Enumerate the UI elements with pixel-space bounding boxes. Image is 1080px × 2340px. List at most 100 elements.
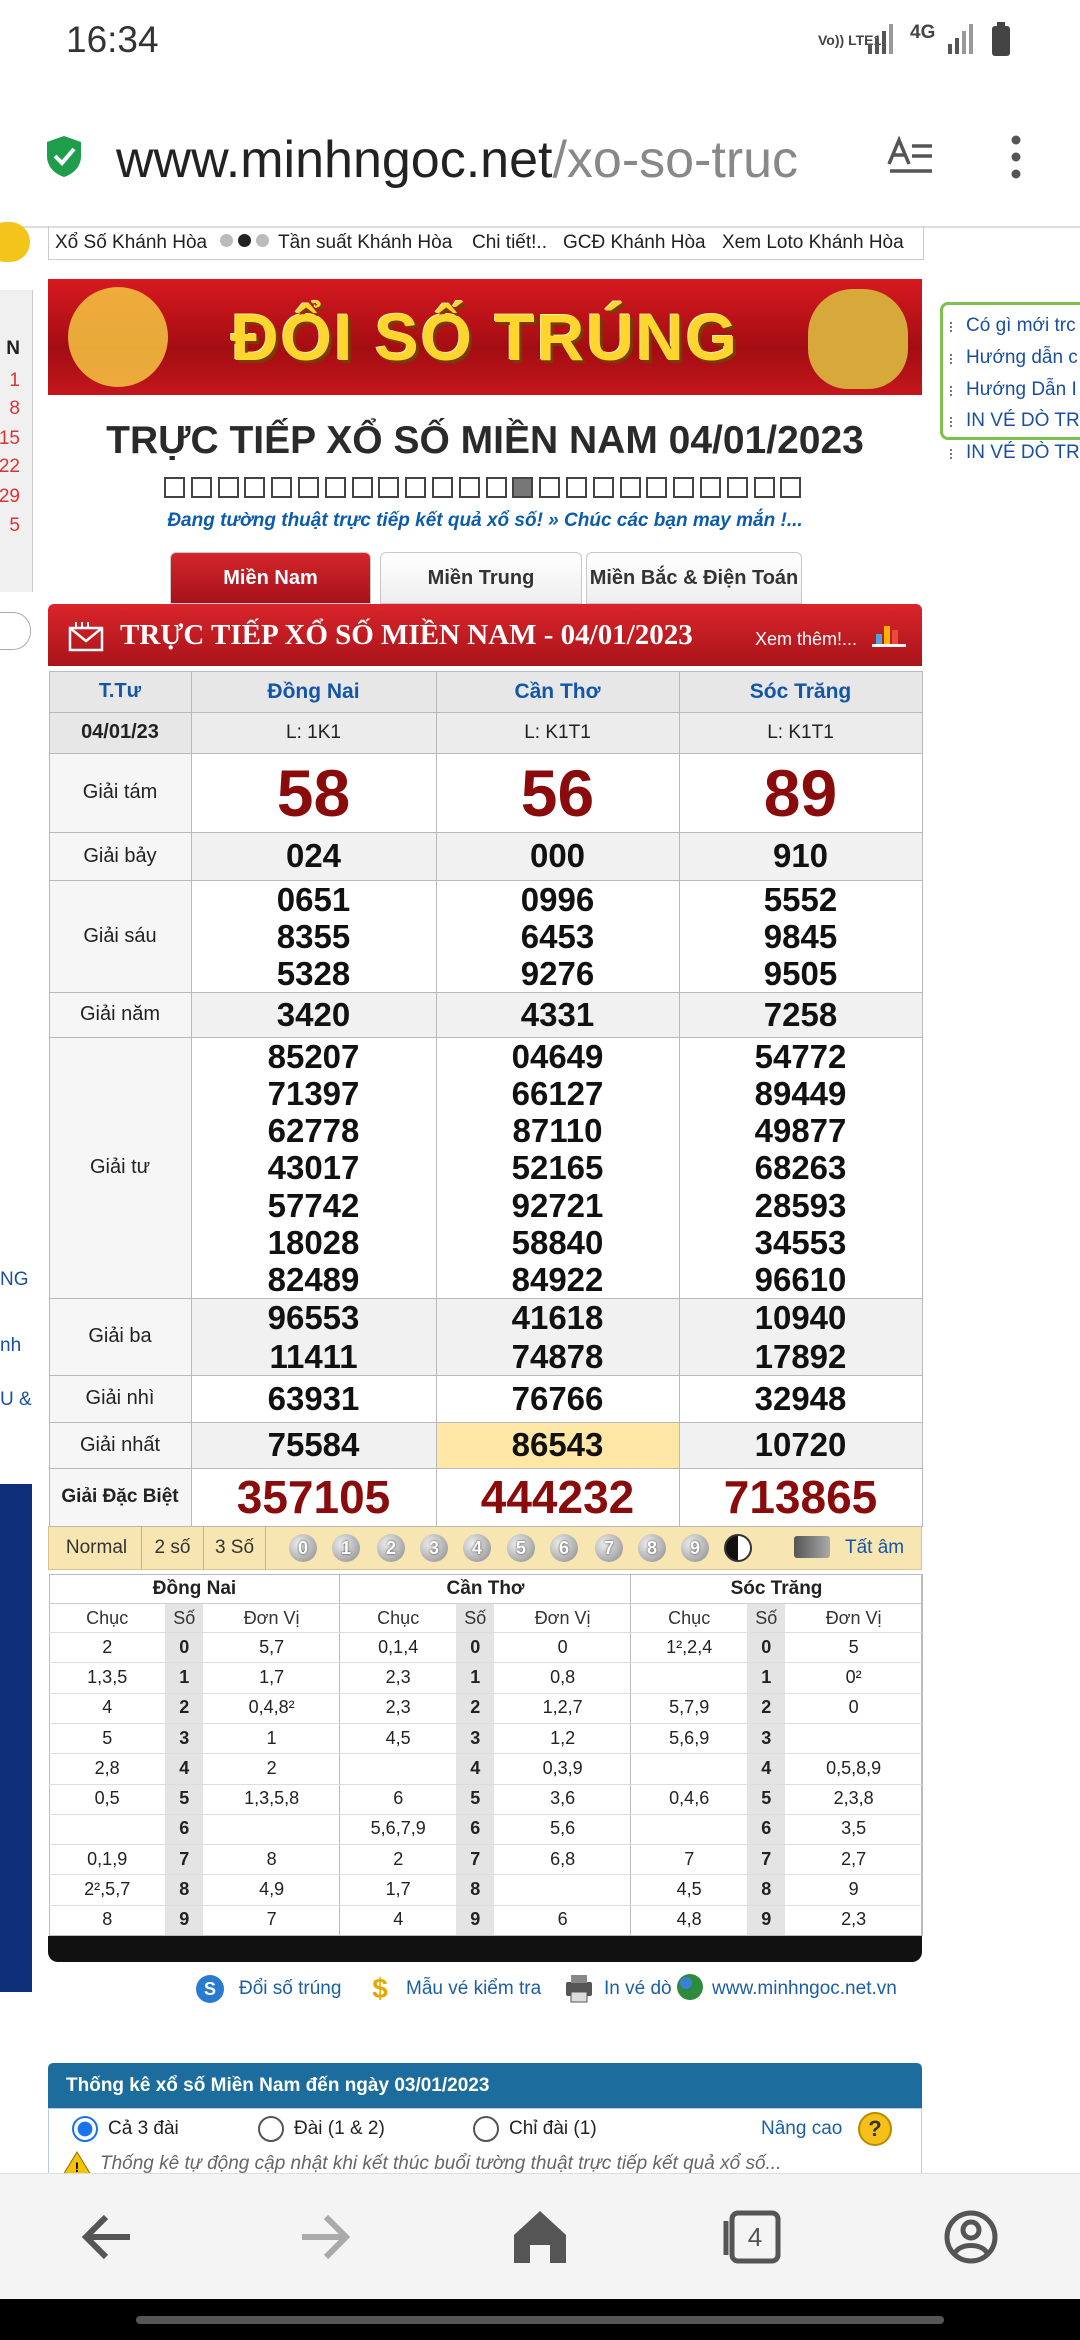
radio-label[interactable]: Chỉ đài (1) <box>509 2118 597 2139</box>
top-nav-link[interactable]: Chi tiết!.. <box>472 232 547 253</box>
prize-number: 357105 <box>236 1471 391 1523</box>
radio[interactable] <box>258 2116 284 2142</box>
table-cell <box>191 880 437 993</box>
loto-digit: 5 <box>470 1788 481 1809</box>
mode-button[interactable]: 3 Số <box>204 1526 266 1570</box>
loto-cell: 6 <box>557 1909 568 1930</box>
prize-number: 9276 <box>520 955 595 993</box>
progress-square <box>378 477 400 498</box>
radio[interactable] <box>473 2116 499 2142</box>
mode-button[interactable]: Normal <box>52 1526 142 1570</box>
left-button[interactable] <box>0 612 31 650</box>
footer-link[interactable]: www.minhngoc.net.vn <box>712 1978 897 1999</box>
progress-square <box>298 477 319 498</box>
province-header[interactable]: Đồng Nai <box>267 679 360 703</box>
progress-square <box>485 477 507 498</box>
mute-button[interactable]: Tất âm <box>845 1537 905 1558</box>
prize-number: 17892 <box>754 1337 847 1375</box>
right-panel-bullet <box>950 322 958 332</box>
right-panel-link[interactable]: IN VÉ DÒ TR <box>966 442 1080 463</box>
loto-row-line <box>340 1813 631 1815</box>
url[interactable]: www.minhngoc.net/xo-so-truc <box>116 128 861 192</box>
digit-ball[interactable]: 4 <box>463 1534 491 1562</box>
menu-icon[interactable] <box>1006 134 1026 180</box>
bottom-nav-icons <box>81 2210 998 2264</box>
radio-label[interactable]: Cả 3 đài <box>108 2118 179 2139</box>
top-nav-link[interactable]: Xem Loto Khánh Hòa <box>722 232 904 253</box>
loto-cell: 1,7 <box>385 1879 411 1900</box>
digit-ball[interactable]: 3 <box>420 1534 448 1562</box>
digit-ball[interactable]: 2 <box>377 1534 405 1562</box>
right-panel-bullet <box>950 386 958 396</box>
help-icon[interactable]: ? <box>858 2112 892 2146</box>
loto-cell: 1²,2,4 <box>666 1636 713 1657</box>
loto-cell: 5,6,9 <box>669 1727 710 1748</box>
region-tab[interactable]: Miền Trung <box>380 552 582 604</box>
banner-bag <box>808 289 908 389</box>
loto-cell: 1,3,5,8 <box>244 1788 300 1809</box>
calendar-fragment: 1 <box>9 370 20 391</box>
radio-label[interactable]: Đài (1 & 2) <box>294 2118 385 2139</box>
progress-square <box>217 477 239 498</box>
loto-cell: 7 <box>684 1848 695 1869</box>
digit-ball[interactable]: 9 <box>681 1534 709 1562</box>
left-link-fragment[interactable]: nh <box>0 1335 22 1356</box>
mode-button[interactable]: 2 số <box>142 1526 204 1570</box>
footer-link[interactable]: Mẫu vé kiểm tra <box>406 1978 542 1999</box>
prize-number: 5328 <box>276 955 351 993</box>
loto-province: Đồng Nai <box>49 1574 340 1604</box>
right-panel-link[interactable]: Hướng Dẫn I <box>966 379 1077 400</box>
yin-yang-ball[interactable] <box>724 1534 752 1562</box>
region-tab[interactable]: Miền Nam <box>170 552 371 604</box>
loto-row-line <box>631 1904 922 1906</box>
day-header: T.Tư <box>98 680 142 702</box>
loto-cell: 8 <box>102 1909 113 1930</box>
loto-row-line <box>49 1844 340 1846</box>
digit-ball[interactable]: 6 <box>550 1534 578 1562</box>
loto-frame <box>49 1574 923 1936</box>
progress-square <box>512 477 534 498</box>
right-panel-link[interactable]: Có gì mới trc <box>966 315 1076 336</box>
table-cell <box>436 1037 680 1299</box>
right-panel-link[interactable]: Hướng dẫn c <box>966 347 1078 368</box>
loto-digit: 0 <box>470 1636 481 1657</box>
digit-ball[interactable]: 8 <box>638 1534 666 1562</box>
reader-icon[interactable] <box>886 134 936 178</box>
right-panel-link[interactable]: IN VÉ DÒ TR <box>966 410 1080 431</box>
province-header[interactable]: Sóc Trăng <box>749 679 852 703</box>
loto-row-line <box>340 1632 631 1633</box>
digit-ball[interactable]: 0 <box>289 1534 317 1562</box>
prize-number: 41618 <box>511 1299 604 1337</box>
top-nav-link[interactable]: GCĐ Khánh Hòa <box>563 232 706 253</box>
loto-block-divider <box>921 1574 922 1936</box>
province-header[interactable]: Cần Thơ <box>514 679 601 703</box>
digit-ball[interactable]: 7 <box>595 1534 623 1562</box>
loto-province: Cần Thơ <box>340 1574 631 1604</box>
top-nav-link[interactable]: Xổ Số Khánh Hòa <box>55 232 208 253</box>
loto-row-line <box>49 1722 340 1724</box>
prize-number: 66127 <box>511 1074 604 1112</box>
digit-ball[interactable]: 5 <box>507 1534 535 1562</box>
progress-square <box>405 477 427 498</box>
results-more[interactable]: Xem thêm!... <box>755 628 858 649</box>
tab-count[interactable]: 4 <box>747 2221 763 2252</box>
loto-cell: 2,3 <box>841 1909 867 1930</box>
envelope-icon <box>68 622 104 652</box>
advanced-link[interactable]: Nâng cao <box>761 2118 843 2139</box>
table-cell <box>679 671 923 713</box>
svg-text:!: ! <box>75 2159 80 2175</box>
footer-link[interactable]: Đổi số trúng <box>239 1978 342 1999</box>
prize-number: 28593 <box>754 1186 847 1224</box>
top-nav-link[interactable]: Tần suất Khánh Hòa <box>278 232 453 253</box>
loto-cell: 2 <box>393 1848 404 1869</box>
loto-row-line <box>49 1662 340 1664</box>
digit-ball[interactable]: 1 <box>332 1534 360 1562</box>
radio[interactable] <box>72 2116 98 2142</box>
region-tab[interactable]: Miền Bắc & Điện Toán <box>586 552 802 604</box>
table-cell <box>679 880 923 993</box>
banner[interactable]: ĐỔI SỐ TRÚNG <box>48 279 922 395</box>
loto-digit: 6 <box>470 1818 481 1839</box>
left-link-fragment[interactable]: NG <box>0 1269 29 1290</box>
left-link-fragment[interactable]: U & <box>0 1389 32 1410</box>
footer-link[interactable]: In vé dò <box>604 1978 672 1999</box>
